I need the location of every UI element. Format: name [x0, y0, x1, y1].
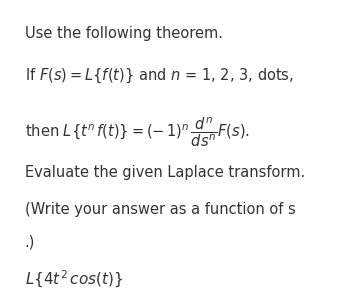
Text: If $F(s) = L\{f(t)\}$ and $n$ = 1, 2, 3, dots,: If $F(s) = L\{f(t)\}$ and $n$ = 1, 2, 3,… [25, 66, 293, 85]
Text: $L\{4t^{2}\,cos(t)\}$: $L\{4t^{2}\,cos(t)\}$ [25, 269, 122, 289]
Text: Use the following theorem.: Use the following theorem. [25, 26, 223, 41]
Text: (Write your answer as a function of s: (Write your answer as a function of s [25, 202, 295, 217]
Text: .): .) [25, 234, 35, 249]
Text: Evaluate the given Laplace transform.: Evaluate the given Laplace transform. [25, 165, 305, 180]
Text: then $L\{t^{n}\, f(t)\} = (-\,1)^{n}\, \dfrac{d^{n}}{ds^{n}}F(s).$: then $L\{t^{n}\, f(t)\} = (-\,1)^{n}\, \… [25, 116, 250, 149]
